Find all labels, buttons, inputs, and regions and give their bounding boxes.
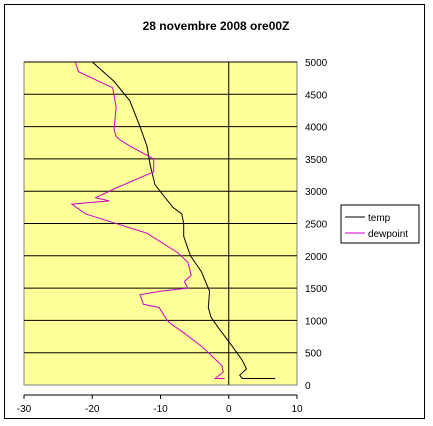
y-tick-label-1000: 1000 xyxy=(305,316,328,327)
x-tick-label-10: 10 xyxy=(291,404,303,415)
x-tick-label--10: -10 xyxy=(153,404,168,415)
series-line-dewpoint xyxy=(70,61,225,379)
y-tick-label-1500: 1500 xyxy=(305,284,328,295)
y-tick-label-500: 500 xyxy=(305,349,322,360)
y-tick-label-0: 0 xyxy=(305,381,311,392)
x-tick-label--30: -30 xyxy=(17,404,32,415)
series-layer xyxy=(70,61,276,379)
gridlines xyxy=(24,61,297,354)
series-line-temp xyxy=(91,61,276,379)
chart-title: 28 novembre 2008 ore00Z xyxy=(143,19,290,33)
legend-label-temp: temp xyxy=(368,213,391,224)
x-tick-label-0: 0 xyxy=(226,404,232,415)
legend-label-dewpoint: dewpoint xyxy=(368,229,408,240)
y-tick-labels: 0 500 1000 1500 2000 2500 3000 3500 4000 4500 5000 xyxy=(305,58,328,392)
y-tick-label-3000: 3000 xyxy=(305,187,328,198)
y-tick-label-3500: 3500 xyxy=(305,155,328,166)
legend: temp dewpoint xyxy=(340,204,420,244)
y-tick-label-4000: 4000 xyxy=(305,123,328,134)
x-tick-label--20: -20 xyxy=(85,404,100,415)
x-tick-labels: -30 -20 -10 0 10 xyxy=(17,404,303,415)
y-tick-label-2500: 2500 xyxy=(305,220,328,231)
axes xyxy=(23,62,298,399)
y-tick-label-5000: 5000 xyxy=(305,58,328,69)
y-tick-label-2000: 2000 xyxy=(305,252,328,263)
legend-box xyxy=(340,204,420,244)
y-tick-label-4500: 4500 xyxy=(305,90,328,101)
